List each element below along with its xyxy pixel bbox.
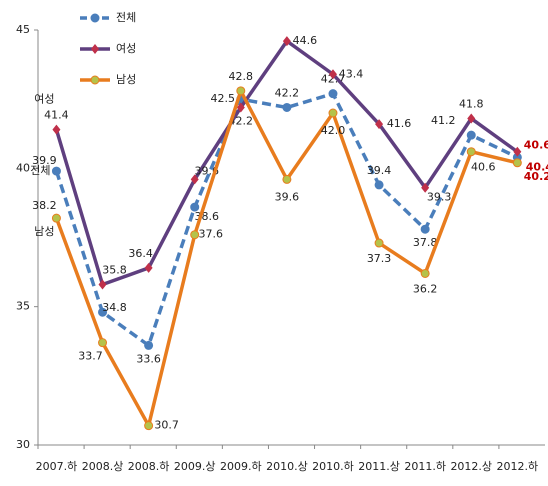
legend-item: 여성 bbox=[80, 42, 136, 55]
value-label: 35.8 bbox=[102, 264, 127, 277]
value-label: 40.4 bbox=[526, 160, 548, 173]
legend-item: 남성 bbox=[80, 73, 136, 86]
x-tick-label: 2010.하 bbox=[312, 459, 354, 473]
value-label: 42.2 bbox=[229, 114, 254, 127]
value-label: 36.2 bbox=[413, 282, 438, 295]
value-label: 36.4 bbox=[128, 247, 153, 260]
point bbox=[512, 158, 522, 168]
y-tick-label: 40 bbox=[16, 161, 30, 174]
x-tick-label: 2012.상 bbox=[450, 460, 492, 473]
point bbox=[51, 166, 61, 176]
point bbox=[236, 86, 246, 96]
x-tick-label: 2012.하 bbox=[497, 459, 539, 473]
legend-label: 전체 bbox=[116, 11, 136, 24]
value-label: 39.3 bbox=[427, 191, 452, 204]
value-label: 39.6 bbox=[275, 190, 300, 203]
series: 39.934.833.638.642.542.242.739.437.841.2… bbox=[30, 73, 548, 366]
point bbox=[420, 224, 430, 234]
legend-marker bbox=[90, 75, 100, 85]
point bbox=[144, 421, 154, 431]
value-label: 44.6 bbox=[293, 34, 318, 47]
y-tick-label: 30 bbox=[16, 438, 30, 451]
point bbox=[51, 213, 61, 223]
point bbox=[144, 262, 153, 273]
point bbox=[328, 69, 337, 80]
x-tick-label: 2009.상 bbox=[174, 460, 216, 473]
value-label: 42.8 bbox=[229, 70, 254, 83]
point bbox=[513, 146, 522, 157]
point bbox=[467, 113, 476, 124]
series-start-label: 남성 bbox=[34, 225, 54, 238]
value-label: 39.9 bbox=[32, 154, 57, 167]
point bbox=[328, 108, 338, 118]
value-label: 41.8 bbox=[459, 98, 484, 111]
value-label: 37.8 bbox=[413, 236, 438, 249]
x-tick-label: 2011.상 bbox=[358, 460, 400, 473]
legend-item: 전체 bbox=[80, 11, 136, 24]
value-label: 40.6 bbox=[524, 139, 548, 152]
point bbox=[282, 174, 292, 184]
point bbox=[420, 268, 430, 278]
value-label: 41.2 bbox=[431, 114, 456, 127]
point bbox=[144, 340, 154, 350]
series-start-label: 여성 bbox=[34, 93, 54, 106]
value-label: 40.6 bbox=[471, 161, 496, 174]
point bbox=[282, 36, 291, 47]
legend-marker bbox=[90, 13, 100, 23]
x-tick-label: 2009.하 bbox=[220, 459, 262, 473]
value-label: 34.8 bbox=[102, 301, 127, 314]
point bbox=[328, 89, 338, 99]
line bbox=[54, 86, 518, 431]
point bbox=[98, 279, 107, 290]
x-tick-label: 2007.하 bbox=[36, 459, 78, 473]
point bbox=[374, 238, 384, 248]
value-label: 42.0 bbox=[321, 124, 346, 137]
legend-label: 여성 bbox=[116, 42, 136, 55]
x-tick-label: 2008.하 bbox=[128, 459, 170, 473]
series: 38.2 33.7 30.7 37.6 42.8 39.6 42.0 37.3 36.2 40.6… bbox=[32, 70, 548, 432]
line bbox=[54, 91, 519, 349]
value-label: 43.4 bbox=[339, 67, 364, 80]
series-start-label: 전체 bbox=[30, 164, 50, 177]
value-label: 33.6 bbox=[136, 352, 161, 365]
point bbox=[375, 119, 384, 130]
y-tick-label: 35 bbox=[16, 300, 30, 313]
point bbox=[466, 130, 476, 140]
point bbox=[374, 180, 384, 190]
value-label: 38.2 bbox=[32, 199, 57, 212]
point bbox=[190, 230, 200, 240]
point bbox=[421, 182, 430, 193]
point bbox=[236, 102, 245, 113]
value-label: 39.4 bbox=[367, 164, 392, 177]
value-label: 37.6 bbox=[198, 228, 223, 241]
x-tick-label: 2010.상 bbox=[266, 460, 308, 473]
legend-label: 남성 bbox=[116, 73, 136, 86]
point bbox=[190, 202, 200, 212]
legend-marker bbox=[91, 44, 99, 54]
point bbox=[52, 124, 61, 135]
value-label: 40.2 bbox=[524, 170, 548, 183]
point bbox=[190, 174, 199, 185]
point bbox=[466, 147, 476, 157]
value-label: 37.3 bbox=[367, 252, 392, 265]
value-label: 41.4 bbox=[44, 109, 69, 122]
x-tick-label: 2008.상 bbox=[82, 460, 124, 473]
y-tick-label: 45 bbox=[16, 23, 30, 36]
value-label: 30.7 bbox=[154, 419, 179, 432]
value-label: 41.6 bbox=[387, 117, 412, 130]
point bbox=[282, 102, 292, 112]
value-label: 42.2 bbox=[275, 86, 300, 99]
point bbox=[98, 307, 108, 317]
point bbox=[98, 338, 108, 348]
value-label: 42.5 bbox=[211, 92, 236, 105]
value-label: 33.7 bbox=[78, 350, 103, 363]
x-tick-label: 2011.하 bbox=[404, 459, 446, 473]
